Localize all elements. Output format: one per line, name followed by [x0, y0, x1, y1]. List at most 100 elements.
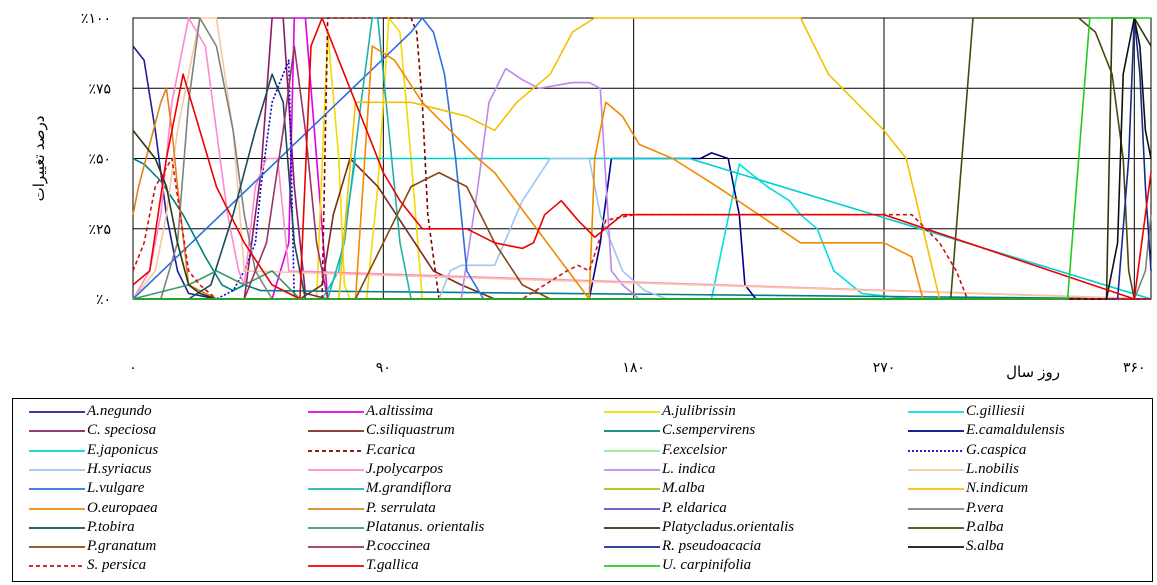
series-line-29	[133, 45, 1151, 300]
series-line-15	[132, 17, 1152, 300]
legend-label: Platycladus.orientalis	[662, 518, 795, 535]
legend-item: E.camaldulensis	[906, 422, 1065, 439]
series-line-5	[133, 157, 1151, 300]
x-tick-label: ۱۸۰	[622, 359, 645, 375]
legend-item: S. persica	[27, 557, 146, 574]
legend-item: R. pseudoacacia	[602, 538, 761, 555]
legend: A.negundo A.altissima A.julibrissin C.gilli…	[12, 398, 1153, 582]
legend-label: M.grandiflora	[366, 480, 452, 497]
legend-label: A.julibrissin	[662, 403, 736, 419]
legend-label: C.siliquastrum	[366, 422, 455, 439]
series-line-34	[133, 17, 1151, 300]
series-line-20	[133, 45, 1151, 300]
legend-item: T.gallica	[306, 557, 419, 574]
series-line-33	[132, 17, 1152, 300]
series-line-27	[133, 17, 1151, 300]
legend-label: O.europaea	[87, 499, 158, 516]
legend-line-swatch	[29, 507, 85, 510]
series-line-24	[133, 73, 1151, 300]
legend-label: J.polycarpos	[366, 460, 444, 477]
legend-line-swatch	[908, 449, 964, 452]
legend-item: L.vulgare	[27, 480, 144, 497]
legend-item: P.tobira	[27, 519, 135, 536]
legend-line-swatch	[908, 488, 964, 491]
legend-label: M.alba	[662, 480, 705, 497]
legend-line-swatch	[908, 546, 964, 548]
legend-item: P. serrulata	[306, 500, 436, 517]
legend-label: S.alba	[966, 538, 1004, 555]
series-line-11	[133, 59, 1151, 300]
legend-item: P.vera	[906, 500, 1004, 517]
legend-label: A.negundo	[87, 403, 152, 419]
series-line-0	[132, 45, 1151, 300]
legend-line-swatch	[29, 468, 85, 471]
legend-label: P.tobira	[87, 518, 135, 535]
legend-item: S.alba	[906, 538, 1004, 555]
legend-item: C.sempervirens	[602, 422, 755, 439]
y-tick-label: ٪۲۵	[88, 221, 111, 237]
legend-line-swatch	[29, 526, 85, 529]
legend-item: J.polycarpos	[306, 461, 443, 478]
legend-line-swatch	[908, 430, 964, 433]
legend-line-swatch	[604, 468, 660, 471]
legend-line-swatch	[908, 526, 964, 529]
legend-line-swatch	[29, 430, 85, 433]
legend-label: F.carica	[366, 441, 416, 458]
legend-line-swatch	[308, 411, 364, 413]
series-line-19	[133, 17, 1151, 300]
legend-line-swatch	[604, 565, 660, 568]
legend-label: S. persica	[87, 557, 147, 574]
legend-item: F.carica	[306, 442, 415, 459]
legend-label: N.indicum	[966, 480, 1029, 497]
legend-line-swatch	[308, 565, 364, 568]
legend-line-swatch	[604, 449, 660, 452]
legend-line-swatch	[908, 411, 964, 413]
legend-label: C.gilliesii	[966, 403, 1025, 419]
legend-line-swatch	[308, 430, 364, 433]
legend-line-swatch	[308, 468, 364, 471]
legend-item: C.gilliesii	[906, 403, 1025, 420]
legend-line-swatch	[908, 468, 964, 471]
legend-label: C.sempervirens	[662, 422, 756, 439]
series-line-3	[133, 163, 1151, 300]
legend-line-swatch	[308, 488, 364, 491]
legend-item: F.excelsior	[602, 442, 727, 459]
legend-label: P.coccinea	[366, 538, 431, 555]
legend-line-swatch	[29, 411, 85, 413]
legend-label: Platanus. orientalis	[366, 518, 485, 535]
legend-label: G.caspica	[966, 441, 1027, 458]
legend-line-swatch	[308, 449, 364, 452]
series-line-31	[133, 17, 1152, 300]
legend-item: P.coccinea	[306, 538, 430, 555]
series-line-13	[132, 17, 1152, 300]
legend-label: P. serrulata	[366, 499, 436, 516]
line-chart: ٪۰ ٪۲۵ ٪۵۰ ٪۷۵ ٪۱۰۰ ۰ ۹۰ ۱۸۰ ۲۷۰ ۳۶۰ درصد تغییرا…	[31, 10, 1152, 381]
legend-line-swatch	[604, 488, 660, 491]
legend-label: E.camaldulensis	[966, 422, 1065, 439]
legend-item: Platycladus.orientalis	[602, 519, 794, 536]
legend-label: P.vera	[966, 499, 1004, 516]
x-tick-label: ۹۰	[376, 359, 391, 375]
x-tick-label: ۰	[129, 359, 137, 375]
legend-item: P.granatum	[27, 538, 156, 555]
legend-label: P. eldarica	[662, 499, 727, 516]
y-tick-label: ٪۷۵	[88, 80, 111, 96]
legend-line-swatch	[604, 430, 660, 433]
legend-label: L.nobilis	[966, 460, 1019, 477]
legend-item: M.alba	[602, 480, 705, 497]
series-line-21	[132, 87, 1151, 300]
y-axis-title: درصد تغییرات	[31, 116, 48, 202]
series-line-17	[133, 17, 1151, 300]
series-line-32	[132, 157, 1151, 300]
legend-item: E.japonicus	[27, 442, 158, 459]
legend-line-swatch	[29, 546, 85, 548]
legend-item: U. carpinifolia	[602, 557, 751, 574]
legend-line-swatch	[604, 546, 660, 548]
legend-item: P.alba	[906, 519, 1004, 536]
y-tick-label: ٪۰	[96, 291, 111, 307]
legend-label: L. indica	[662, 460, 716, 477]
series-line-7	[133, 152, 1151, 300]
legend-line-swatch	[604, 526, 660, 529]
legend-label: L.vulgare	[87, 480, 145, 497]
series-lines	[132, 17, 1152, 300]
